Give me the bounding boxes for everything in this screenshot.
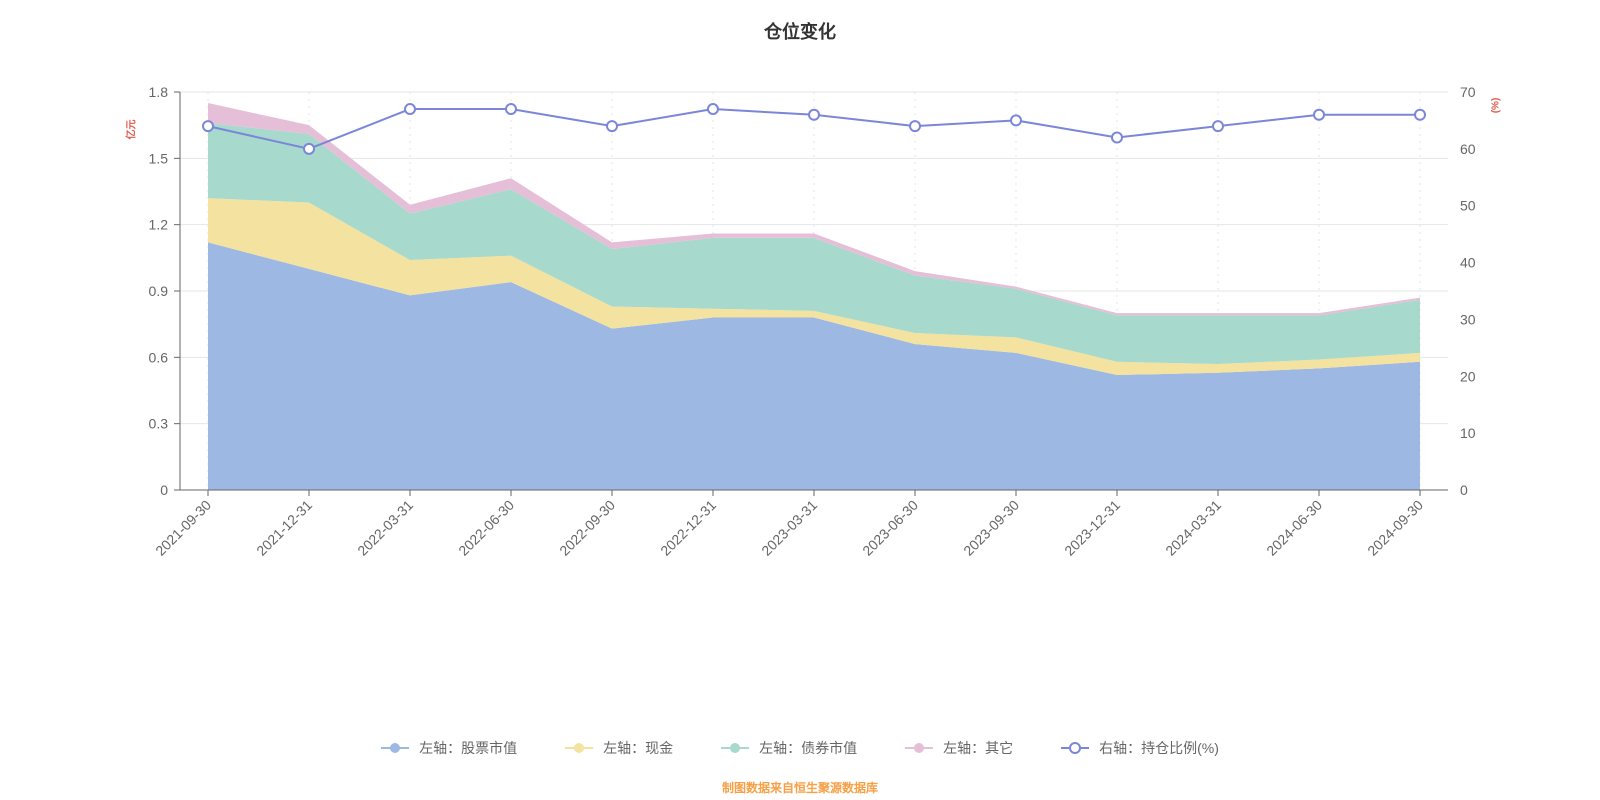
legend-swatch-area bbox=[905, 739, 933, 757]
x-tick-label: 2022-12-31 bbox=[657, 497, 719, 559]
left-y-tick-label: 1.5 bbox=[149, 150, 169, 166]
right-y-tick-label: 60 bbox=[1460, 141, 1476, 157]
legend-item[interactable]: 右轴：持仓比例(%) bbox=[1061, 738, 1219, 758]
position-change-chart: 0 0.3 0.6 0.9 1.2 1.5 1.8 0 10 20 30 40 50 60 70 2021-0… bbox=[0, 0, 1600, 800]
x-tick-label: 2023-09-30 bbox=[960, 497, 1022, 559]
right-y-tick-label: 20 bbox=[1460, 368, 1476, 384]
right-y-tick-label: 30 bbox=[1460, 311, 1476, 327]
line-marker bbox=[1213, 121, 1223, 131]
line-marker bbox=[1112, 132, 1122, 142]
legend-swatch-area bbox=[381, 739, 409, 757]
line-marker bbox=[1415, 110, 1425, 120]
legend-item[interactable]: 左轴：债券市值 bbox=[721, 738, 857, 758]
legend-item[interactable]: 左轴：现金 bbox=[565, 738, 673, 758]
legend-item[interactable]: 左轴：其它 bbox=[905, 738, 1013, 758]
line-marker bbox=[910, 121, 920, 131]
legend-label: 左轴：现金 bbox=[603, 738, 673, 758]
right-y-tick-label: 0 bbox=[1460, 482, 1468, 498]
left-y-tick-label: 1.2 bbox=[149, 217, 169, 233]
line-marker bbox=[506, 104, 516, 114]
legend-label: 左轴：股票市值 bbox=[419, 738, 517, 758]
left-y-tick-label: 0 bbox=[160, 482, 168, 498]
x-tick-label: 2021-09-30 bbox=[152, 497, 214, 559]
right-y-tick-label: 40 bbox=[1460, 255, 1476, 271]
line-marker bbox=[405, 104, 415, 114]
legend-label: 左轴：其它 bbox=[943, 738, 1013, 758]
legend-item[interactable]: 左轴：股票市值 bbox=[381, 738, 517, 758]
data-source-footnote: 制图数据来自恒生聚源数据库 bbox=[0, 779, 1600, 796]
line-marker bbox=[304, 144, 314, 154]
line-marker bbox=[1314, 110, 1324, 120]
right-y-tick-label: 50 bbox=[1460, 198, 1476, 214]
right-y-tick-label: 10 bbox=[1460, 425, 1476, 441]
x-tick-label: 2024-09-30 bbox=[1364, 497, 1426, 559]
left-y-tick-label: 1.8 bbox=[149, 84, 169, 100]
left-y-tick-label: 0.9 bbox=[149, 283, 169, 299]
x-tick-label: 2022-03-31 bbox=[354, 497, 416, 559]
legend-label: 左轴：债券市值 bbox=[759, 738, 857, 758]
legend-swatch-area bbox=[721, 739, 749, 757]
left-y-tick-label: 0.6 bbox=[149, 349, 169, 365]
x-tick-label: 2024-06-30 bbox=[1263, 497, 1325, 559]
line-marker bbox=[607, 121, 617, 131]
line-marker bbox=[708, 104, 718, 114]
legend-swatch-line bbox=[1061, 739, 1089, 757]
x-tick-label: 2022-09-30 bbox=[556, 497, 618, 559]
right-y-tick-label: 70 bbox=[1460, 84, 1476, 100]
line-marker bbox=[809, 110, 819, 120]
line-marker bbox=[1011, 115, 1021, 125]
x-tick-label: 2023-03-31 bbox=[758, 497, 820, 559]
legend-label: 右轴：持仓比例(%) bbox=[1099, 738, 1219, 758]
left-y-tick-label: 0.3 bbox=[149, 416, 169, 432]
line-marker bbox=[203, 121, 213, 131]
legend: 左轴：股票市值 左轴：现金 左轴：债券市值 左轴：其它 右轴：持仓比例(%) bbox=[0, 738, 1600, 758]
x-tick-label: 2023-06-30 bbox=[859, 497, 921, 559]
x-tick-label: 2023-12-31 bbox=[1061, 497, 1123, 559]
x-tick-label: 2024-03-31 bbox=[1162, 497, 1224, 559]
x-tick-label: 2021-12-31 bbox=[253, 497, 315, 559]
x-tick-label: 2022-06-30 bbox=[455, 497, 517, 559]
legend-swatch-area bbox=[565, 739, 593, 757]
